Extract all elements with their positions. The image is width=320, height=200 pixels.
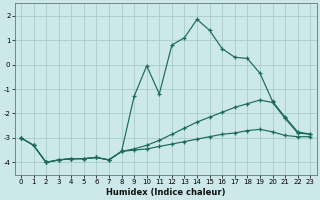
X-axis label: Humidex (Indice chaleur): Humidex (Indice chaleur) (106, 188, 225, 197)
